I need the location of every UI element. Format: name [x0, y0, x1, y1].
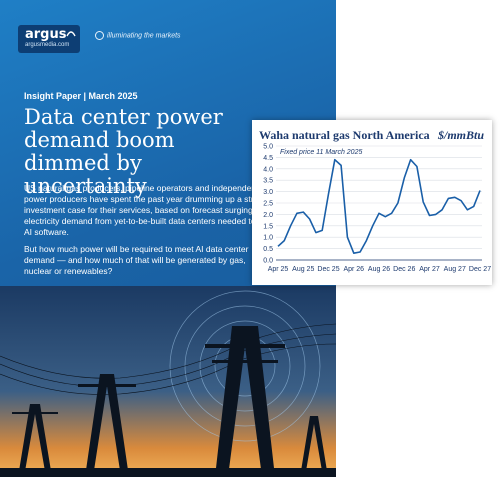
x-tick-label: Apr 25 — [268, 266, 289, 273]
report-paragraph-2: But how much power will be required to m… — [24, 244, 249, 276]
chart-unit: $/mmBtu — [437, 128, 484, 142]
logo-wordmark: argus — [25, 27, 67, 42]
report-kicker: Insight Paper | March 2025 — [24, 91, 138, 101]
x-tick-label: Apr 27 — [419, 266, 440, 273]
tagline: illuminating the markets — [95, 31, 181, 40]
chart-title: Waha natural gas North America — [259, 128, 430, 142]
x-tick-label: Aug 27 — [444, 266, 466, 273]
line-chart: 0.0 0.5 1.0 1.5 2.0 2.5 3.0 3.5 4.0 4.5 5.0 Fixed p… — [263, 144, 491, 274]
x-tick-label: Aug 26 — [368, 266, 390, 273]
x-tick-label: Apr 26 — [343, 266, 364, 273]
y-tick-label: 3.5 — [263, 178, 273, 185]
logo-url: argusmedia.com — [25, 42, 70, 48]
tagline-text: illuminating the markets — [107, 32, 181, 40]
report-headline: Data center power demand boom dimmed by … — [24, 105, 223, 198]
y-tick-label: 5.0 — [263, 144, 273, 151]
report-paragraph-1: US natural gas producers, pipeline opera… — [24, 183, 271, 237]
y-tick-label: 0.5 — [263, 246, 273, 253]
y-tick-label: 2.5 — [263, 201, 273, 208]
x-tick-label: Aug 25 — [292, 266, 314, 273]
y-tick-label: 4.0 — [263, 166, 273, 173]
y-tick-label: 4.5 — [263, 155, 273, 162]
tagline-circle-icon — [95, 31, 104, 40]
series-line — [277, 158, 481, 254]
argus-logo[interactable]: argus argusmedia.com — [18, 25, 80, 53]
y-tick-label: 1.0 — [263, 235, 273, 242]
y-tick-label: 2.0 — [263, 212, 273, 219]
y-tick-label: 0.0 — [263, 258, 273, 265]
y-tick-label: 3.0 — [263, 189, 273, 196]
x-tick-label: Dec 27 — [469, 266, 491, 273]
transmission-towers-photo — [0, 286, 336, 477]
price-chart-card: Waha natural gas North America $/mmBtu 0… — [252, 120, 492, 285]
argus-arc-icon — [66, 31, 76, 37]
x-tick-label: Dec 26 — [393, 266, 415, 273]
chart-annotation: Fixed price 11 March 2025 — [280, 149, 362, 156]
y-tick-label: 1.5 — [263, 223, 273, 230]
x-tick-label: Dec 25 — [317, 266, 339, 273]
